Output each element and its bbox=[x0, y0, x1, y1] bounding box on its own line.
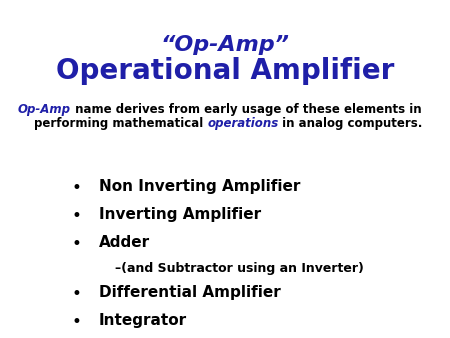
Text: •: • bbox=[72, 179, 81, 197]
Text: name derives from early usage of these elements in: name derives from early usage of these e… bbox=[71, 103, 422, 116]
Text: Op-Amp: Op-Amp bbox=[18, 103, 71, 116]
Text: Non Inverting Amplifier: Non Inverting Amplifier bbox=[99, 179, 301, 194]
Text: Integrator: Integrator bbox=[99, 313, 187, 328]
Text: operations: operations bbox=[207, 117, 279, 129]
Text: •: • bbox=[72, 313, 81, 331]
Text: in analog computers.: in analog computers. bbox=[279, 117, 423, 129]
Text: •: • bbox=[72, 285, 81, 303]
Text: performing mathematical: performing mathematical bbox=[34, 117, 207, 129]
Text: •: • bbox=[72, 235, 81, 252]
Text: Inverting Amplifier: Inverting Amplifier bbox=[99, 207, 261, 222]
Text: Adder: Adder bbox=[99, 235, 150, 249]
Text: “Op-Amp”: “Op-Amp” bbox=[161, 35, 289, 55]
Text: –(and Subtractor using an Inverter): –(and Subtractor using an Inverter) bbox=[115, 262, 364, 275]
Text: Operational Amplifier: Operational Amplifier bbox=[56, 57, 394, 86]
Text: •: • bbox=[72, 207, 81, 225]
Text: Differential Amplifier: Differential Amplifier bbox=[99, 285, 281, 300]
